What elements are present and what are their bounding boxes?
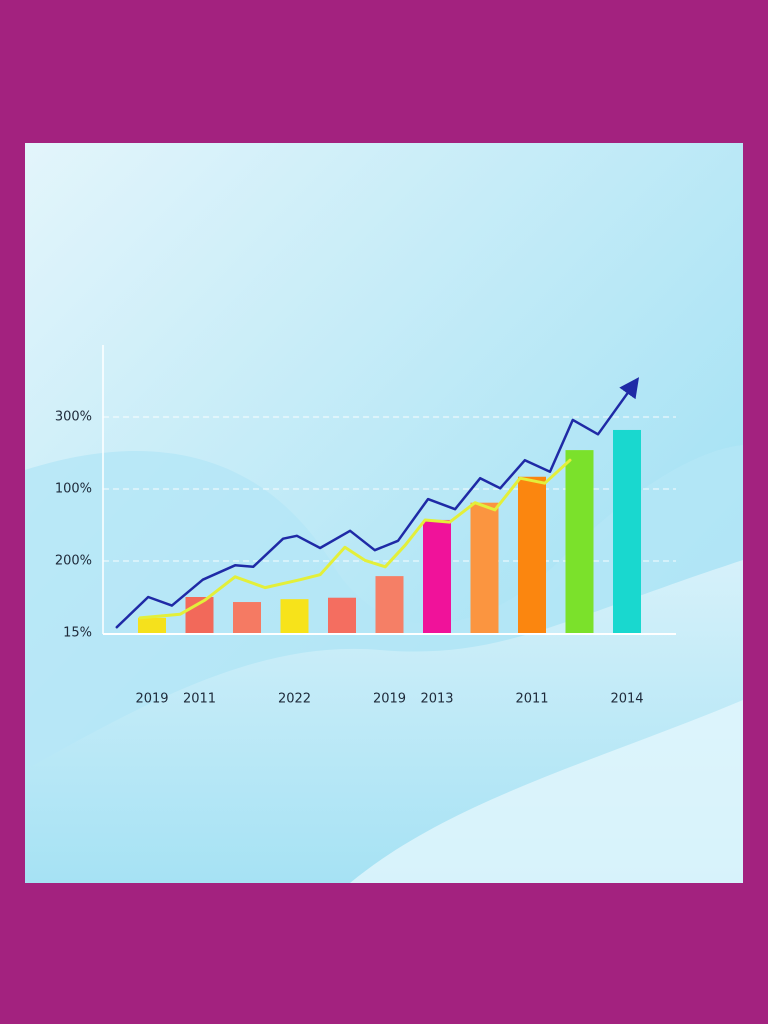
y-tick-label: 300% <box>55 410 92 425</box>
x-tick-label: 2011 <box>515 692 548 707</box>
x-tick-label: 2011 <box>183 692 216 707</box>
wave <box>350 700 743 883</box>
bar <box>518 476 546 633</box>
bar <box>565 450 594 633</box>
bar <box>328 597 356 633</box>
line <box>138 458 572 620</box>
x-tick-label: 2019 <box>373 692 406 707</box>
y-tick-label: 100% <box>55 482 92 497</box>
bar <box>423 519 451 633</box>
bar <box>280 599 309 633</box>
bar <box>375 576 404 633</box>
bar <box>613 429 641 633</box>
x-tick-label: 2022 <box>278 692 311 707</box>
bar <box>138 617 166 633</box>
y-tick-label: 200% <box>55 554 92 569</box>
x-tick-label: 2013 <box>420 692 453 707</box>
y-tick-label: 15% <box>63 626 92 641</box>
x-tick-label: 2014 <box>610 692 643 707</box>
line <box>115 377 640 629</box>
bar <box>233 602 261 633</box>
x-tick-label: 2019 <box>135 692 168 707</box>
bar <box>470 502 499 633</box>
